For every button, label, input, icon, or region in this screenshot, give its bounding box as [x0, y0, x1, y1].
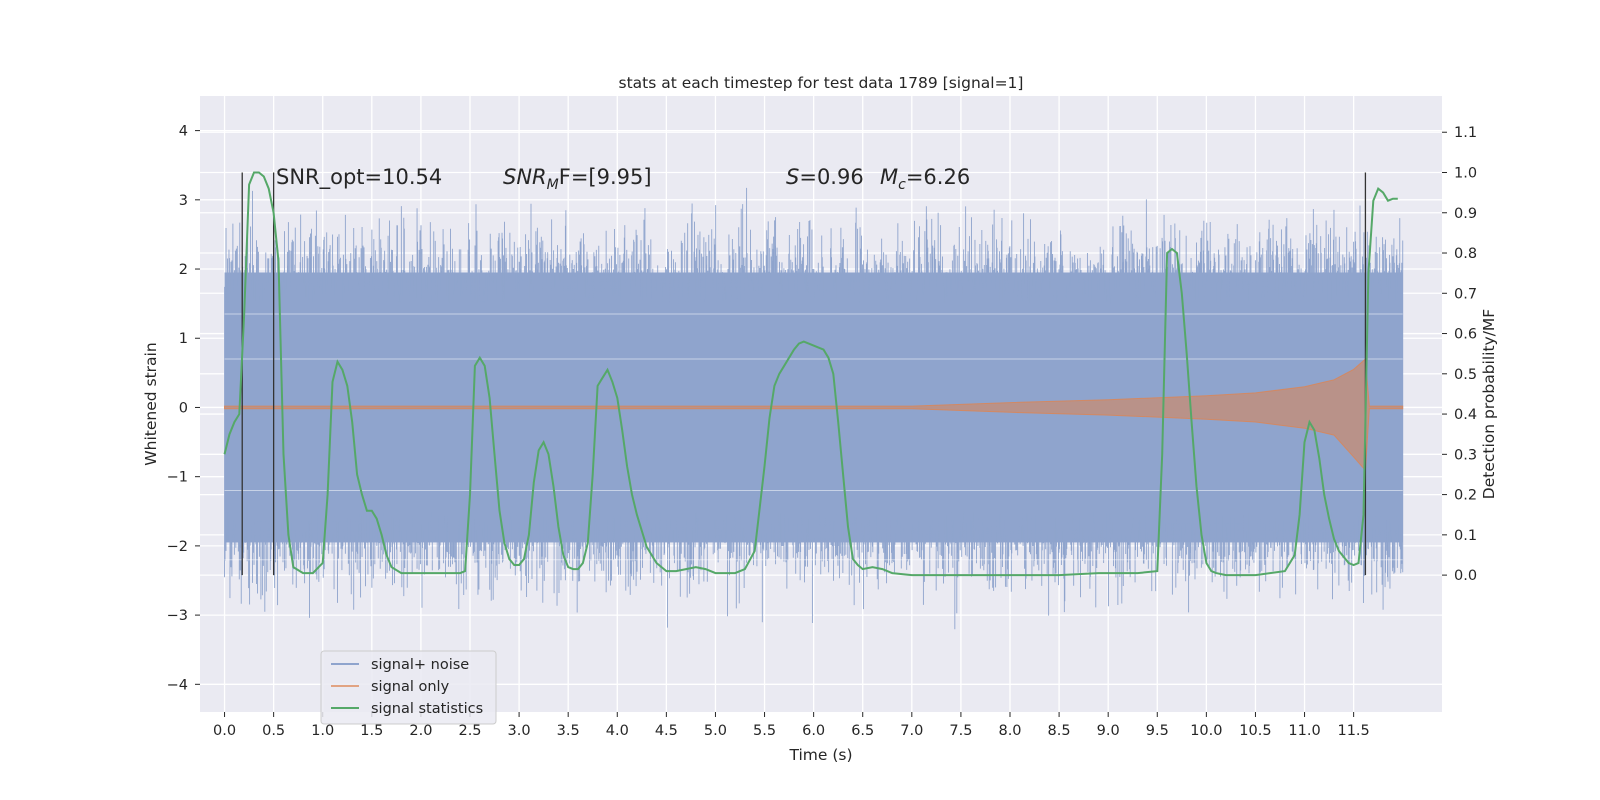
y-left-tick-label-6: −2 — [167, 539, 188, 555]
series-signal-statistics — [223, 171, 1398, 577]
x-tick-label-2: 1.0 — [311, 723, 334, 739]
series-signal-only — [224, 357, 1404, 472]
x-tick-label-15: 7.5 — [949, 723, 972, 739]
x-tick-label-12: 6.0 — [802, 723, 825, 739]
annotation-snr-mf-sub: M — [547, 177, 559, 193]
y-right-tick-label-6: 0.5 — [1454, 367, 1477, 383]
annotation-mc-tail: =6.26 — [906, 165, 970, 189]
chart-title: stats at each timestep for test data 178… — [619, 74, 1024, 92]
y-left-tick-label-0: 4 — [179, 124, 188, 140]
annotation-mc-main: M — [880, 165, 898, 189]
x-tick-label-1: 0.5 — [262, 723, 285, 739]
x-tick-label-11: 5.5 — [753, 723, 776, 739]
legend-label-signal-plus-noise: signal+ noise — [371, 657, 469, 673]
annotation-snr-opt: SNR_opt=10.54 — [276, 165, 442, 190]
x-tick-label-6: 3.0 — [508, 723, 531, 739]
y-left-tick-label-1: 3 — [179, 193, 188, 209]
y-left-tick-label-2: 2 — [179, 262, 188, 278]
x-tick-label-5: 2.5 — [458, 723, 481, 739]
y-right-tick-label-0: 1.1 — [1454, 125, 1477, 141]
x-tick-label-23: 11.5 — [1337, 723, 1369, 739]
x-tick-label-9: 4.5 — [655, 723, 678, 739]
legend: signal+ noise signal only signal statist… — [320, 650, 497, 725]
x-tick-label-8: 4.0 — [606, 723, 629, 739]
y-left-tick-label-8: −4 — [167, 677, 188, 693]
x-tick-label-17: 8.5 — [1048, 723, 1071, 739]
annotation-snr-mf: SNRMF=[9.95] — [503, 165, 652, 193]
x-tick-label-0: 0.0 — [213, 723, 236, 739]
y-right-tick-label-1: 1.0 — [1454, 165, 1477, 181]
x-tick-label-4: 2.0 — [409, 723, 432, 739]
annotation-s: S=0.96 — [786, 165, 864, 189]
x-tick-label-22: 11.0 — [1288, 723, 1320, 739]
legend-label-signal-only: signal only — [371, 679, 450, 695]
y-left-axis-ticks: 4 3 2 1 0 −1 −2 −3 −4 — [167, 124, 200, 693]
y-right-axis-ticks: 1.1 1.0 0.9 0.8 0.7 0.6 0.5 0.4 0.3 0.2 0.1 0.0 — [1442, 125, 1477, 584]
y-right-tick-label-5: 0.6 — [1454, 327, 1477, 343]
annotations: SNR_opt=10.54 SNRMF=[9.95] S=0.96 Mc=6.2… — [276, 165, 970, 193]
x-tick-label-3: 1.5 — [360, 723, 383, 739]
x-tick-label-20: 10.0 — [1190, 723, 1222, 739]
y-right-tick-label-10: 0.1 — [1454, 528, 1477, 544]
annotation-snr-mf-main: SNR — [503, 165, 547, 189]
x-tick-label-7: 3.5 — [557, 723, 580, 739]
x-tick-label-10: 5.0 — [704, 723, 727, 739]
y-right-tick-label-9: 0.2 — [1454, 488, 1477, 504]
y-right-tick-label-7: 0.4 — [1454, 407, 1477, 423]
y-right-tick-label-2: 0.9 — [1454, 206, 1477, 222]
y-right-axis-label: Detection probability/MF — [1480, 309, 1498, 500]
x-axis-ticks: 0.0 0.5 1.0 1.5 2.0 2.5 3.0 3.5 4.0 4.5 5.0 5.5 6.0 6… — [213, 712, 1370, 739]
y-right-tick-label-4: 0.7 — [1454, 286, 1477, 302]
annotation-s-main: S — [786, 165, 799, 189]
annotation-s-tail: =0.96 — [799, 165, 863, 189]
annotation-snr-mf-tail: F=[9.95] — [559, 165, 652, 189]
x-tick-label-16: 8.0 — [998, 723, 1021, 739]
y-right-tick-label-11: 0.0 — [1454, 568, 1477, 584]
y-left-tick-label-5: −1 — [167, 470, 188, 486]
legend-box — [320, 650, 497, 725]
x-tick-label-13: 6.5 — [851, 723, 874, 739]
y-right-tick-label-8: 0.3 — [1454, 447, 1477, 463]
y-right-tick-label-3: 0.8 — [1454, 246, 1477, 262]
x-tick-label-14: 7.0 — [900, 723, 923, 739]
x-tick-label-18: 9.0 — [1097, 723, 1120, 739]
legend-label-signal-statistics: signal statistics — [371, 701, 483, 717]
annotation-mc: Mc=6.26 — [880, 165, 970, 193]
x-axis-label: Time (s) — [788, 746, 852, 764]
y-left-tick-label-3: 1 — [179, 331, 188, 347]
y-left-tick-label-4: 0 — [179, 400, 188, 416]
y-left-tick-label-7: −3 — [167, 608, 188, 624]
annotation-mc-sub: c — [898, 177, 906, 193]
y-left-axis-label: Whitened strain — [142, 342, 160, 465]
x-tick-label-21: 10.5 — [1239, 723, 1271, 739]
x-tick-label-19: 9.5 — [1146, 723, 1169, 739]
